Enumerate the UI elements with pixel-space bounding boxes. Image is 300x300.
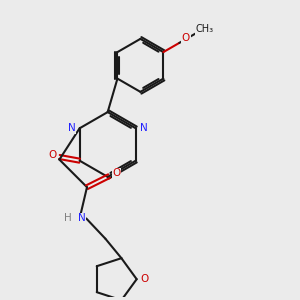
Text: CH₃: CH₃ (195, 24, 214, 34)
Text: N: N (68, 123, 75, 133)
Text: O: O (141, 274, 149, 284)
Text: N: N (140, 123, 148, 133)
Text: O: O (112, 168, 121, 178)
Text: N: N (78, 214, 85, 224)
Text: O: O (48, 150, 56, 160)
Text: H: H (64, 214, 72, 224)
Text: O: O (182, 34, 190, 44)
